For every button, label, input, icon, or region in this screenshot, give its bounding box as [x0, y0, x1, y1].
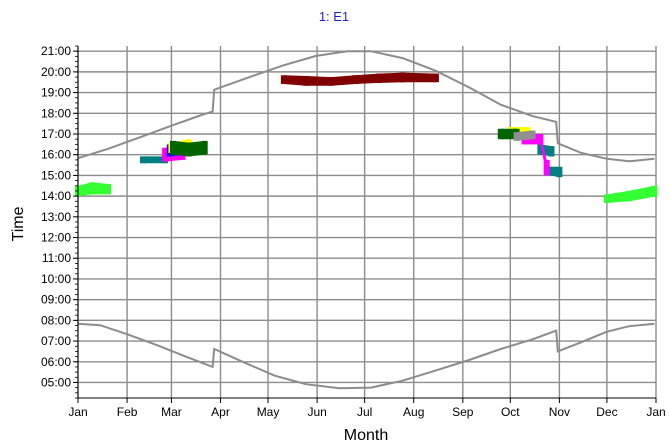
- y-tick-label: 18:00: [41, 106, 71, 120]
- chart-title: 1: E1: [319, 9, 349, 24]
- data-band: [283, 75, 306, 86]
- y-tick-label: 13:00: [41, 210, 71, 224]
- data-band: [355, 73, 379, 84]
- x-tick-label: Nov: [549, 405, 570, 419]
- x-tick-label: Jun: [307, 405, 326, 419]
- data-band: [540, 134, 547, 176]
- y-tick-label: 17:00: [41, 127, 71, 141]
- y-tick-label: 09:00: [41, 293, 71, 307]
- axis-layer: Jan Feb Mar Apr May Jun Jul Aug Sep Oct Nov Dec Jan 0…: [41, 44, 666, 419]
- data-band: [378, 72, 403, 83]
- data-band: [78, 182, 93, 197]
- y-tick-label: 08:00: [41, 313, 71, 327]
- x-tick-label: Apr: [211, 405, 230, 419]
- y-tick-label: 20:00: [41, 65, 71, 79]
- sun-curve-layer: [77, 50, 655, 390]
- y-tick-label: 15:00: [41, 168, 71, 182]
- sunrise-curve: [77, 322, 655, 390]
- data-band: [516, 130, 533, 141]
- x-tick-label: Aug: [403, 405, 424, 419]
- y-tick-label: 07:00: [41, 334, 71, 348]
- x-tick-label: Oct: [501, 405, 520, 419]
- y-axis-label: Time: [10, 206, 27, 241]
- series-cluster: [75, 182, 658, 203]
- y-tick-label: 12:00: [41, 231, 71, 245]
- data-band: [173, 140, 189, 157]
- series-cluster: [139, 144, 563, 178]
- y-tick-label: 05:00: [41, 375, 71, 389]
- series-layer: [75, 72, 658, 203]
- data-band: [402, 72, 436, 83]
- y-tick-label: 10:00: [41, 272, 71, 286]
- sunset-curve: [77, 50, 655, 163]
- x-tick-label: Jan: [646, 405, 665, 419]
- x-tick-label: May: [257, 405, 280, 419]
- x-tick-label: Jul: [357, 405, 372, 419]
- y-tick-label: 06:00: [41, 355, 71, 369]
- x-tick-label: Mar: [161, 405, 182, 419]
- y-tick-label: 11:00: [42, 251, 71, 265]
- x-tick-label: Sep: [452, 405, 474, 419]
- y-tick-label: 19:00: [41, 86, 71, 100]
- data-band: [188, 140, 205, 157]
- grid-layer: [77, 46, 657, 398]
- data-band: [331, 75, 356, 86]
- series-cluster: [280, 72, 439, 86]
- y-tick-label: 14:00: [41, 189, 71, 203]
- data-band: [92, 182, 109, 195]
- y-tick-label: 16:00: [41, 148, 71, 162]
- x-axis-label: Month: [344, 427, 388, 444]
- y-tick-label: 21:00: [41, 44, 71, 58]
- data-band: [142, 156, 166, 164]
- x-tick-label: Feb: [117, 405, 138, 419]
- series-cluster: [513, 130, 536, 141]
- data-band: [629, 185, 655, 202]
- x-tick-label: Dec: [596, 405, 617, 419]
- data-band: [500, 128, 517, 140]
- x-tick-label: Jan: [68, 405, 87, 419]
- series-cluster: [170, 128, 520, 157]
- series-cluster: [168, 127, 531, 153]
- data-band: [306, 76, 332, 86]
- data-band: [606, 190, 630, 203]
- data-band: [549, 166, 560, 178]
